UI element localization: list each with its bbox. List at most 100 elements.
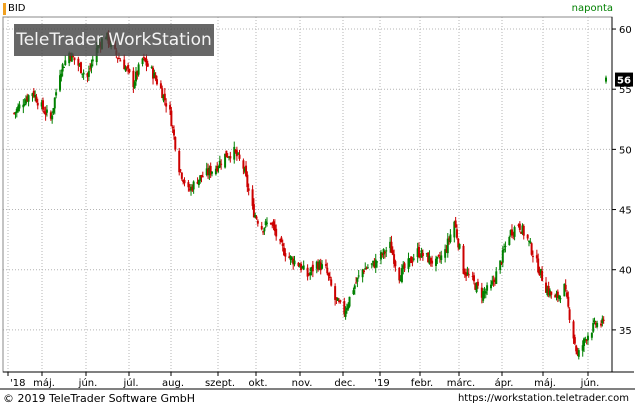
candle-body [86, 73, 89, 77]
candle-body [376, 261, 379, 263]
candle-body [486, 285, 489, 291]
candle-body [381, 253, 384, 256]
candle-body [402, 265, 405, 269]
candle-body [499, 260, 502, 270]
candle-body [216, 165, 219, 172]
candle-body [17, 106, 20, 112]
candle-body [318, 261, 321, 270]
candle-body [247, 188, 250, 191]
candle-body [22, 104, 25, 108]
candle-body [45, 109, 48, 113]
candle-body [264, 221, 267, 226]
candle-body [191, 186, 194, 191]
candle-body [466, 272, 469, 275]
x-tick-label: máj. [33, 377, 55, 389]
candle-body [501, 249, 504, 263]
candle-body [180, 172, 183, 179]
x-tick-label: márc. [447, 377, 475, 389]
candle-body [594, 322, 597, 325]
candle-body [361, 269, 364, 278]
period-label[interactable]: naponta [571, 3, 613, 14]
x-tick-label: '18 [10, 378, 25, 389]
candle-body [62, 67, 65, 69]
candle-body [467, 274, 470, 276]
candle-body [238, 154, 241, 159]
candle-body [150, 66, 153, 68]
candle-body [545, 282, 548, 293]
candle-body [601, 318, 604, 323]
candle-body [548, 290, 551, 296]
candle-body [183, 180, 186, 184]
candle-body [592, 322, 595, 332]
candle-body [547, 285, 550, 295]
candle-body [136, 71, 139, 76]
candle-body [490, 284, 493, 289]
candle-body [508, 236, 511, 246]
candle-body [446, 238, 449, 254]
candle-body [53, 97, 56, 109]
candle-body [224, 153, 227, 168]
candle-body [159, 83, 162, 89]
candle-body [297, 262, 300, 266]
candle-body [512, 233, 515, 235]
candle-body [554, 295, 557, 298]
candle-body [572, 321, 575, 339]
candle-body [197, 179, 200, 186]
candle-body [64, 60, 67, 66]
candle-body [463, 271, 466, 275]
candle-body [60, 73, 63, 78]
candle-body [310, 267, 313, 272]
candle-body [362, 270, 365, 273]
candle-body [457, 238, 460, 248]
last-price-badge: 56 [615, 72, 633, 87]
candle-body [69, 54, 72, 60]
candle-body [119, 60, 122, 62]
candle-body [288, 256, 291, 258]
candle-body [51, 115, 54, 120]
candle-body [290, 257, 293, 260]
candle-body [218, 160, 221, 168]
candle-body [338, 300, 341, 302]
candlestick-series [13, 30, 607, 360]
candle-body [530, 243, 533, 255]
symbol-color-marker [3, 3, 6, 15]
candle-body [324, 264, 327, 266]
candle-body [226, 156, 229, 158]
candle-body [535, 255, 538, 259]
candle-body [34, 94, 37, 98]
candle-body [171, 126, 174, 128]
candle-body [602, 319, 605, 321]
candle-body [172, 129, 175, 136]
candle-body [373, 262, 376, 268]
candle-body [412, 258, 415, 260]
candle-body [455, 229, 458, 238]
candle-body [124, 67, 127, 71]
website-link[interactable]: https://workstation.teletrader.com [457, 393, 629, 404]
x-tick-label: máj. [534, 377, 556, 389]
candle-body [229, 156, 232, 159]
candle-body [374, 259, 377, 268]
candle-body [32, 90, 35, 97]
candle-body [390, 241, 393, 253]
candle-body [243, 168, 246, 172]
candle-body [188, 188, 191, 191]
candle-body [334, 286, 337, 300]
candle-body [539, 268, 542, 274]
symbol-label[interactable]: BID [8, 3, 26, 14]
candle-body [275, 228, 278, 237]
candle-body [586, 335, 589, 341]
candle-body [169, 105, 172, 110]
candle-body [382, 249, 385, 255]
candle-body [61, 64, 64, 72]
candle-body [182, 179, 185, 182]
badge-value: 56 [617, 76, 631, 87]
candle-body [444, 249, 447, 258]
candle-body [465, 272, 468, 277]
y-tick-label: 40 [619, 266, 632, 277]
candle-body [262, 231, 265, 233]
candle-body [416, 248, 419, 258]
candle-body [537, 258, 540, 273]
candle-body [531, 256, 534, 258]
candle-body [484, 291, 487, 294]
